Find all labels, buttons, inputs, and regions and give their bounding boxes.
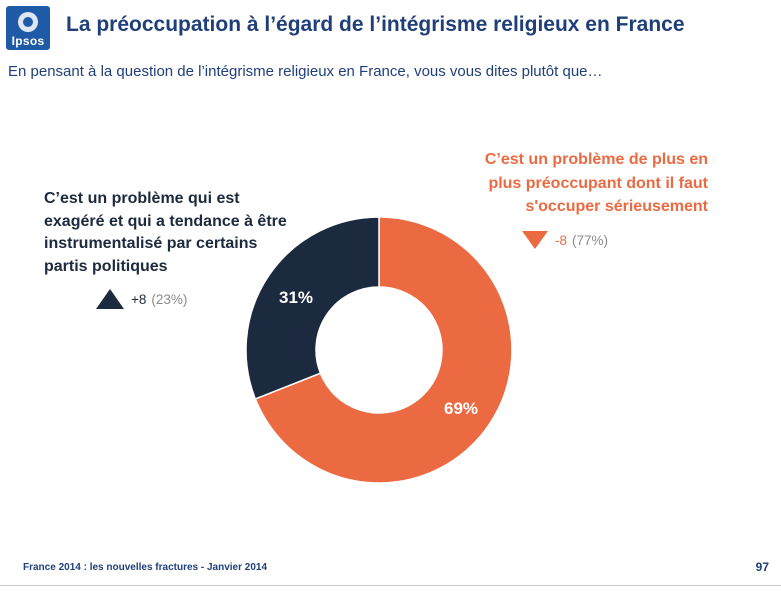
donut-slice-preoccupying [254, 216, 513, 484]
label-left-line: partis politiques [44, 257, 168, 275]
page-number: 97 [755, 560, 769, 574]
previous-value-left: (23%) [151, 291, 188, 307]
change-value-left: +8 [131, 291, 147, 307]
triangle-down-icon [522, 231, 548, 249]
previous-value-right: (77%) [572, 232, 609, 248]
label-left: C’est un problème qui est exagéré et qui… [44, 188, 314, 278]
label-left-line: C’est un problème qui est [44, 190, 240, 207]
logo-mark [18, 12, 38, 32]
label-left-line: instrumentalisé par certains [44, 235, 258, 252]
triangle-up-icon [96, 289, 124, 309]
ipsos-logo: Ipsos [6, 6, 50, 50]
page-subtitle: En pensant à la question de l’intégrisme… [8, 63, 603, 80]
page-title: La préoccupation à l’égard de l’intégris… [66, 13, 685, 36]
donut-slice-exaggerated [245, 216, 380, 400]
change-indicator-right: -8 (77%) [521, 230, 608, 250]
footer-divider [0, 585, 781, 586]
label-left-line: exagéré et qui a tendance à être [44, 212, 287, 230]
logo-text: Ipsos [11, 34, 45, 48]
label-right-line: plus préoccupant dont il faut [488, 174, 708, 192]
change-value-right: -8 [555, 232, 568, 248]
change-indicator-left: +8 (23%) [95, 288, 187, 310]
slice-value-label: 69% [444, 399, 478, 418]
label-right: C’est un problème de plus en plus préocc… [458, 148, 708, 219]
footer-source: France 2014 : les nouvelles fractures - … [23, 562, 268, 573]
label-right-line: s'occuper sérieusement [525, 198, 708, 215]
label-right-line: C’est un problème de plus en [484, 151, 708, 168]
slice-value-label: 31% [279, 288, 313, 307]
